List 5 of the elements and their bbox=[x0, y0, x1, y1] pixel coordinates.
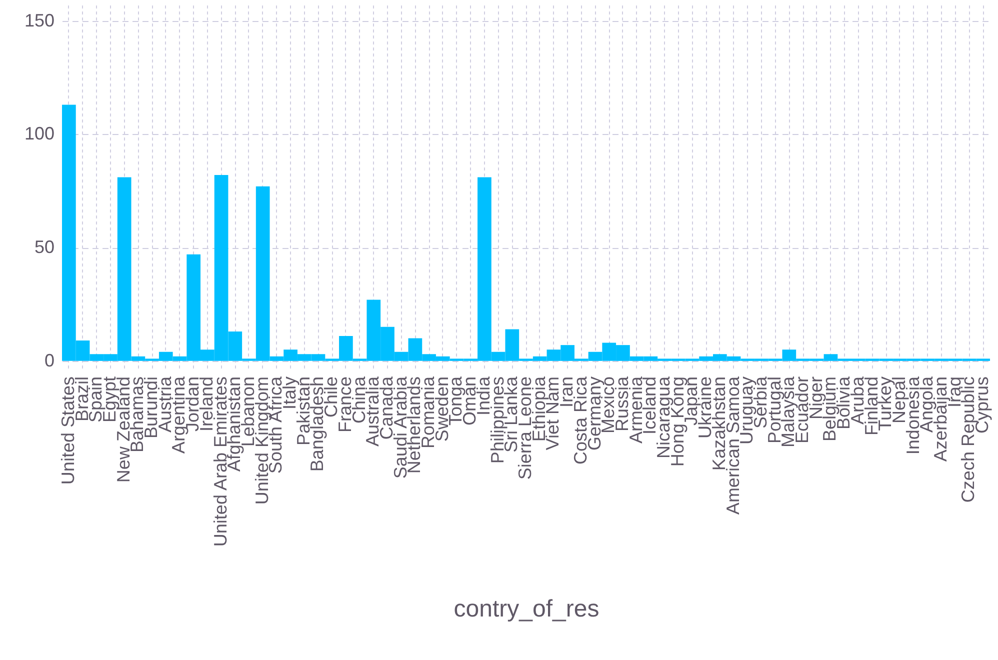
y-tick-label: 0 bbox=[44, 350, 54, 370]
x-axis-title: contry_of_res bbox=[454, 596, 600, 623]
y-tick-label: 150 bbox=[24, 10, 54, 30]
y-tick-label: 100 bbox=[24, 124, 54, 144]
y-tick-label: 50 bbox=[34, 237, 54, 258]
